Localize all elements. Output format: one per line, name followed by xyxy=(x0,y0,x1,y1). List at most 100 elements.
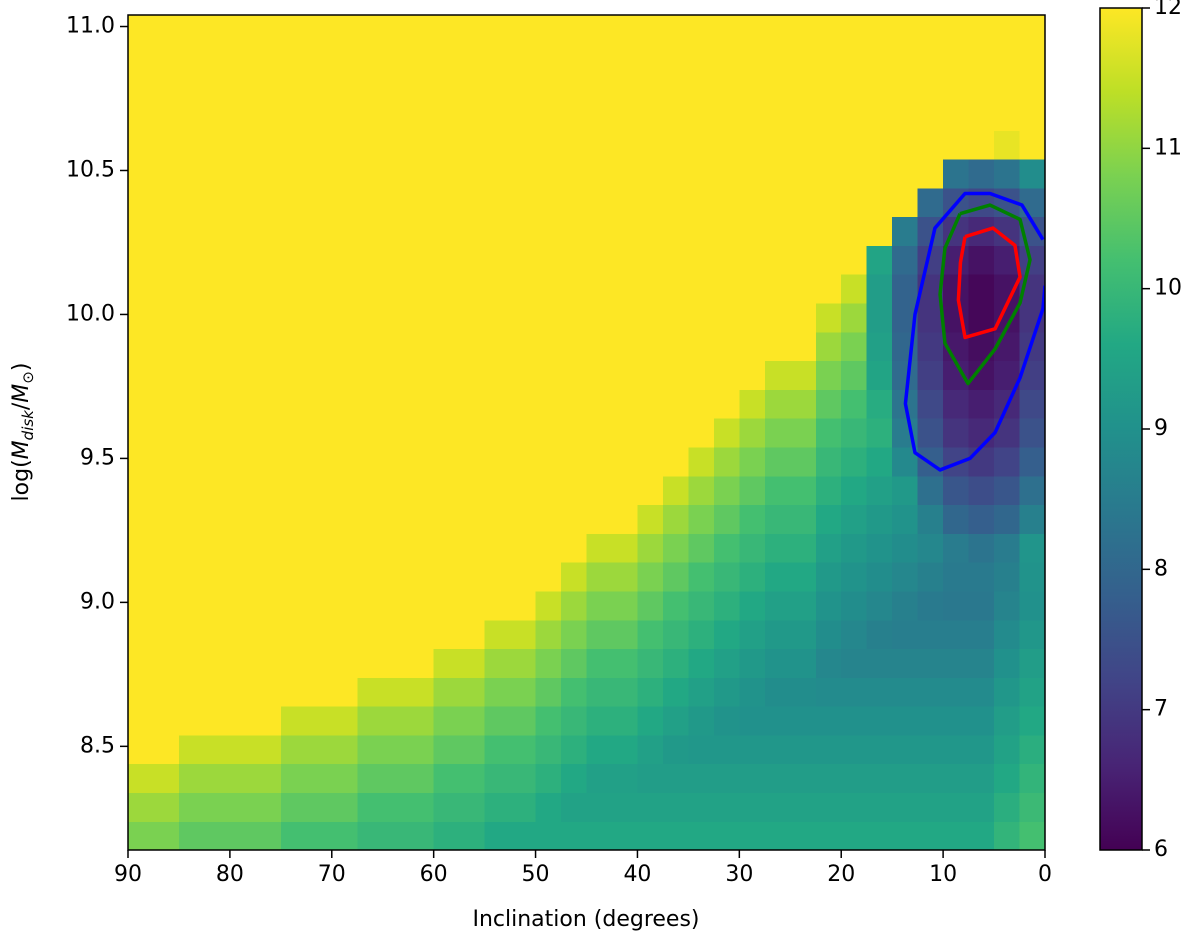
heatmap-cell xyxy=(153,533,180,563)
heatmap-cell xyxy=(280,677,307,707)
heatmap-cell xyxy=(306,274,333,304)
heatmap-cell xyxy=(688,590,715,621)
heatmap-cell xyxy=(586,619,613,650)
heatmap-cell xyxy=(841,15,868,45)
heatmap-cell xyxy=(739,734,766,765)
heatmap-cell xyxy=(229,734,256,765)
heatmap-cell xyxy=(866,475,893,506)
heatmap-cell xyxy=(586,590,613,621)
heatmap-cell xyxy=(153,245,180,275)
heatmap-cell xyxy=(943,706,970,736)
heatmap-cell xyxy=(586,389,613,419)
heatmap-cell xyxy=(306,590,333,621)
heatmap-cell xyxy=(178,562,206,592)
heatmap-cell xyxy=(408,562,435,592)
heatmap-cell xyxy=(968,504,995,534)
heatmap-cell xyxy=(637,475,664,506)
heatmap-cell xyxy=(586,101,613,131)
heatmap-cell xyxy=(561,15,588,45)
heatmap-cell xyxy=(713,619,740,650)
heatmap-cell xyxy=(229,158,256,189)
heatmap-cell xyxy=(331,821,358,851)
heatmap-cell xyxy=(637,792,664,822)
heatmap-cell xyxy=(229,216,256,246)
heatmap-cell xyxy=(484,101,511,131)
heatmap-cell xyxy=(178,504,206,534)
heatmap-cell xyxy=(331,792,358,822)
heatmap-cell xyxy=(280,302,307,333)
heatmap-cell xyxy=(1019,418,1046,448)
heatmap-cell xyxy=(178,418,206,448)
heatmap-cell xyxy=(815,475,842,506)
heatmap-cell xyxy=(739,187,766,218)
heatmap-cell xyxy=(662,101,689,131)
heatmap-cell xyxy=(128,130,155,160)
heatmap-cell xyxy=(561,331,588,362)
heatmap-cell xyxy=(688,677,715,707)
heatmap-cell xyxy=(739,418,766,448)
heatmap-cell xyxy=(535,446,562,477)
heatmap-cell xyxy=(968,590,995,621)
heatmap-cell xyxy=(382,446,409,477)
heatmap-cell xyxy=(484,302,511,333)
heatmap-cell xyxy=(637,562,664,592)
heatmap-cell xyxy=(611,763,639,794)
heatmap-cell xyxy=(561,187,588,218)
heatmap-cell xyxy=(306,562,333,592)
heatmap-cell xyxy=(611,734,639,765)
heatmap-cell xyxy=(382,734,409,765)
heatmap-cell xyxy=(408,734,435,765)
heatmap-cell xyxy=(510,15,537,45)
heatmap-cell xyxy=(892,677,919,707)
heatmap-cell xyxy=(484,648,511,678)
heatmap-cell xyxy=(408,43,435,74)
heatmap-cell xyxy=(153,792,180,822)
heatmap-cell xyxy=(611,418,639,448)
heatmap-cell xyxy=(204,130,231,160)
heatmap-cell xyxy=(178,533,206,563)
heatmap-cell xyxy=(561,158,588,189)
y-label-part: log( xyxy=(9,459,34,501)
heatmap xyxy=(128,15,1046,851)
heatmap-cell xyxy=(357,792,384,822)
heatmap-cell xyxy=(433,734,460,765)
heatmap-cell xyxy=(739,792,766,822)
heatmap-cell xyxy=(917,648,944,678)
heatmap-cell xyxy=(128,43,155,74)
heatmap-cell xyxy=(764,389,791,419)
heatmap-cell xyxy=(178,446,206,477)
heatmap-cell xyxy=(229,763,256,794)
heatmap-cell xyxy=(1019,533,1046,563)
heatmap-cell xyxy=(204,792,231,822)
heatmap-cell xyxy=(841,274,868,304)
heatmap-cell xyxy=(790,72,817,102)
heatmap-cell xyxy=(459,562,486,592)
heatmap-cell xyxy=(535,72,562,102)
heatmap-cell xyxy=(408,446,435,477)
heatmap-cell xyxy=(408,590,435,621)
heatmap-cell xyxy=(662,504,689,534)
heatmap-cell xyxy=(204,158,231,189)
heatmap-cell xyxy=(382,389,409,419)
heatmap-cell xyxy=(841,187,868,218)
heatmap-cell xyxy=(713,130,740,160)
heatmap-cell xyxy=(535,562,562,592)
heatmap-cell xyxy=(713,360,740,390)
heatmap-cell xyxy=(229,590,256,621)
heatmap-cell xyxy=(892,245,919,275)
heatmap-cell xyxy=(662,389,689,419)
heatmap-cell xyxy=(433,158,460,189)
heatmap-cell xyxy=(510,43,537,74)
heatmap-cell xyxy=(331,101,358,131)
heatmap-cell xyxy=(713,158,740,189)
heatmap-cell xyxy=(357,43,384,74)
heatmap-cell xyxy=(713,475,740,506)
heatmap-cell xyxy=(255,130,282,160)
heatmap-cell xyxy=(688,389,715,419)
heatmap-cell xyxy=(968,562,995,592)
heatmap-cell xyxy=(994,590,1021,621)
heatmap-cell xyxy=(637,360,664,390)
heatmap-cell xyxy=(280,446,307,477)
heatmap-cell xyxy=(510,130,537,160)
heatmap-cell xyxy=(586,706,613,736)
